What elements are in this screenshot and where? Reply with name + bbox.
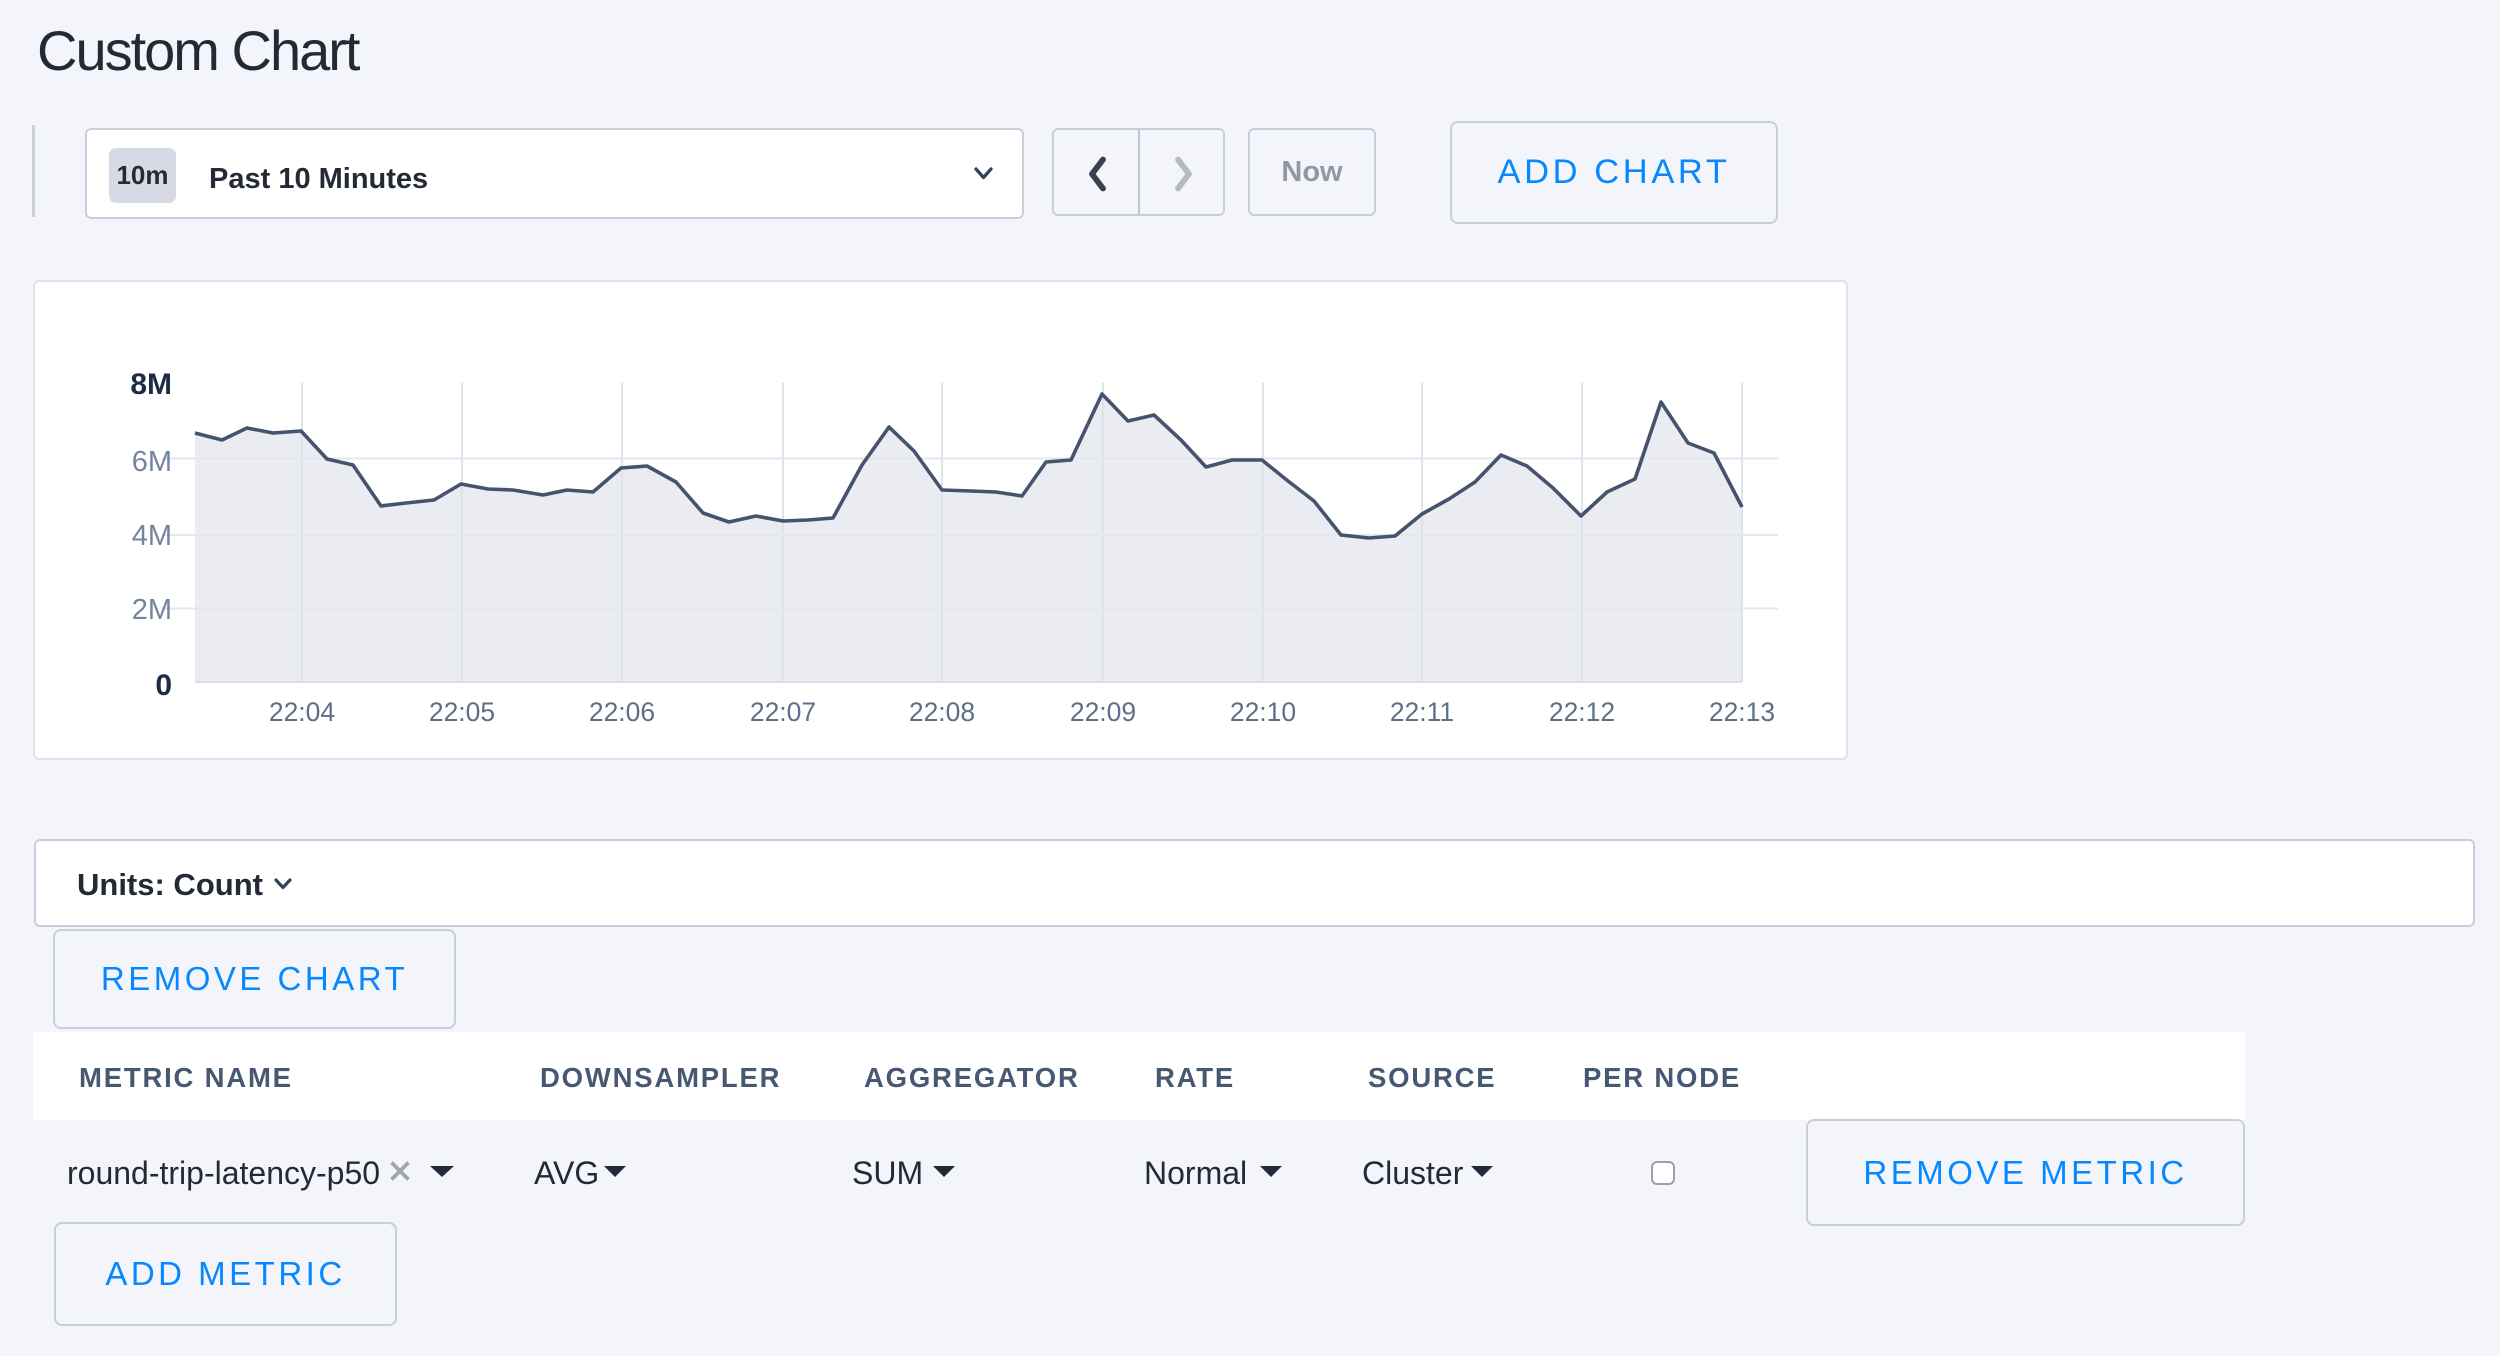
svg-text:2M: 2M — [132, 594, 172, 626]
svg-text:8M: 8M — [130, 368, 172, 401]
svg-text:22:07: 22:07 — [750, 697, 816, 727]
svg-text:22:13: 22:13 — [1709, 697, 1775, 727]
svg-text:22:08: 22:08 — [909, 697, 975, 727]
svg-text:6M: 6M — [132, 446, 172, 478]
svg-text:4M: 4M — [132, 520, 172, 552]
svg-text:22:10: 22:10 — [1230, 697, 1296, 727]
svg-text:22:12: 22:12 — [1549, 697, 1615, 727]
svg-text:22:09: 22:09 — [1070, 697, 1136, 727]
svg-text:22:04: 22:04 — [269, 697, 335, 727]
svg-text:22:06: 22:06 — [589, 697, 655, 727]
svg-text:22:11: 22:11 — [1390, 697, 1454, 727]
svg-text:22:05: 22:05 — [429, 697, 495, 727]
svg-text:0: 0 — [155, 669, 172, 702]
